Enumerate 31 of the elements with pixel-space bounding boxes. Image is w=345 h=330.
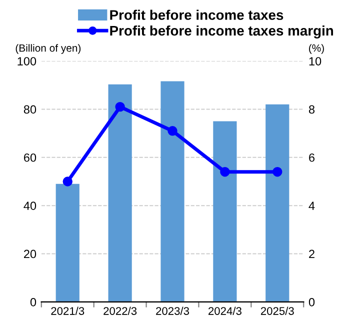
y-tick-label: 0	[30, 298, 36, 306]
bar	[266, 104, 290, 302]
y2-axis-title: (%)	[309, 44, 324, 54]
y2-tick-label: 6	[309, 153, 315, 162]
x-tick-label: 2021/3	[51, 306, 84, 315]
bar	[160, 81, 184, 302]
y2-tick-label: 2	[309, 250, 314, 258]
point	[220, 167, 230, 177]
bar	[108, 84, 132, 302]
x-tick-label: 2025/3	[260, 306, 294, 315]
x-tick-label: 2024/3	[208, 306, 242, 315]
legend-label: Profit before income taxes margin	[110, 25, 334, 38]
y-tick-label: 40	[24, 202, 36, 210]
legend-label: Profit before income taxes	[110, 10, 284, 20]
point	[115, 102, 125, 112]
x-tick-label: 2023/3	[156, 306, 190, 315]
point	[272, 167, 282, 177]
bar	[56, 184, 80, 302]
y-tick-label: 80	[24, 105, 36, 114]
y2-tick-label: 4	[308, 202, 315, 210]
point	[62, 176, 72, 186]
y2-tick-label: 10	[309, 57, 322, 66]
point	[168, 126, 178, 136]
y-tick-label: 60	[24, 153, 36, 162]
x-tick-label: 2022/3	[104, 306, 137, 315]
bar	[213, 121, 237, 302]
y-tick-label: 20	[24, 250, 36, 258]
y-axis-title: (Billion of yen)	[16, 44, 81, 54]
y2-tick-label: 0	[308, 298, 315, 306]
y-tick-label: 100	[18, 57, 36, 66]
y2-tick-label: 8	[308, 105, 315, 114]
